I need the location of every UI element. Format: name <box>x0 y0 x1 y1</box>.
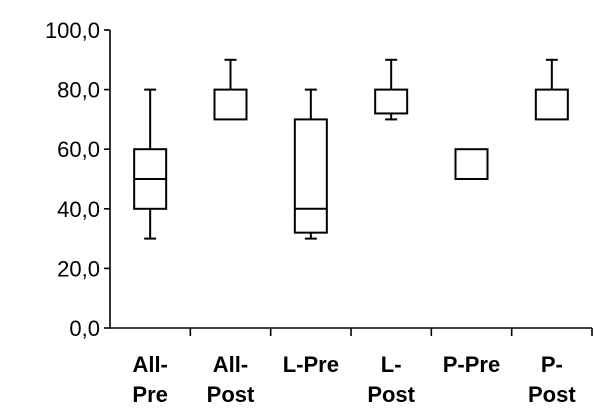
y-tick-label: 80,0 <box>57 78 100 103</box>
y-tick-label: 40,0 <box>57 197 100 222</box>
x-category-label: Post <box>528 382 576 407</box>
y-tick-label: 20,0 <box>57 256 100 281</box>
box <box>293 118 328 234</box>
x-category-label: P- <box>541 352 563 377</box>
x-category-label: All- <box>213 352 248 377</box>
box <box>213 88 248 121</box>
box <box>374 88 409 115</box>
x-category-label: P-Pre <box>443 352 500 377</box>
x-category-label: Post <box>207 382 255 407</box>
x-category-label: L- <box>381 352 402 377</box>
y-tick-label: 100,0 <box>45 18 100 43</box>
y-tick-label: 0,0 <box>69 316 100 341</box>
box <box>534 88 569 121</box>
y-tick-label: 60,0 <box>57 137 100 162</box>
x-category-label: L-Pre <box>283 352 339 377</box>
x-category-label: All- <box>132 352 167 377</box>
x-category-label: Post <box>367 382 415 407</box>
box <box>454 148 489 180</box>
x-category-label: Pre <box>132 382 167 407</box>
